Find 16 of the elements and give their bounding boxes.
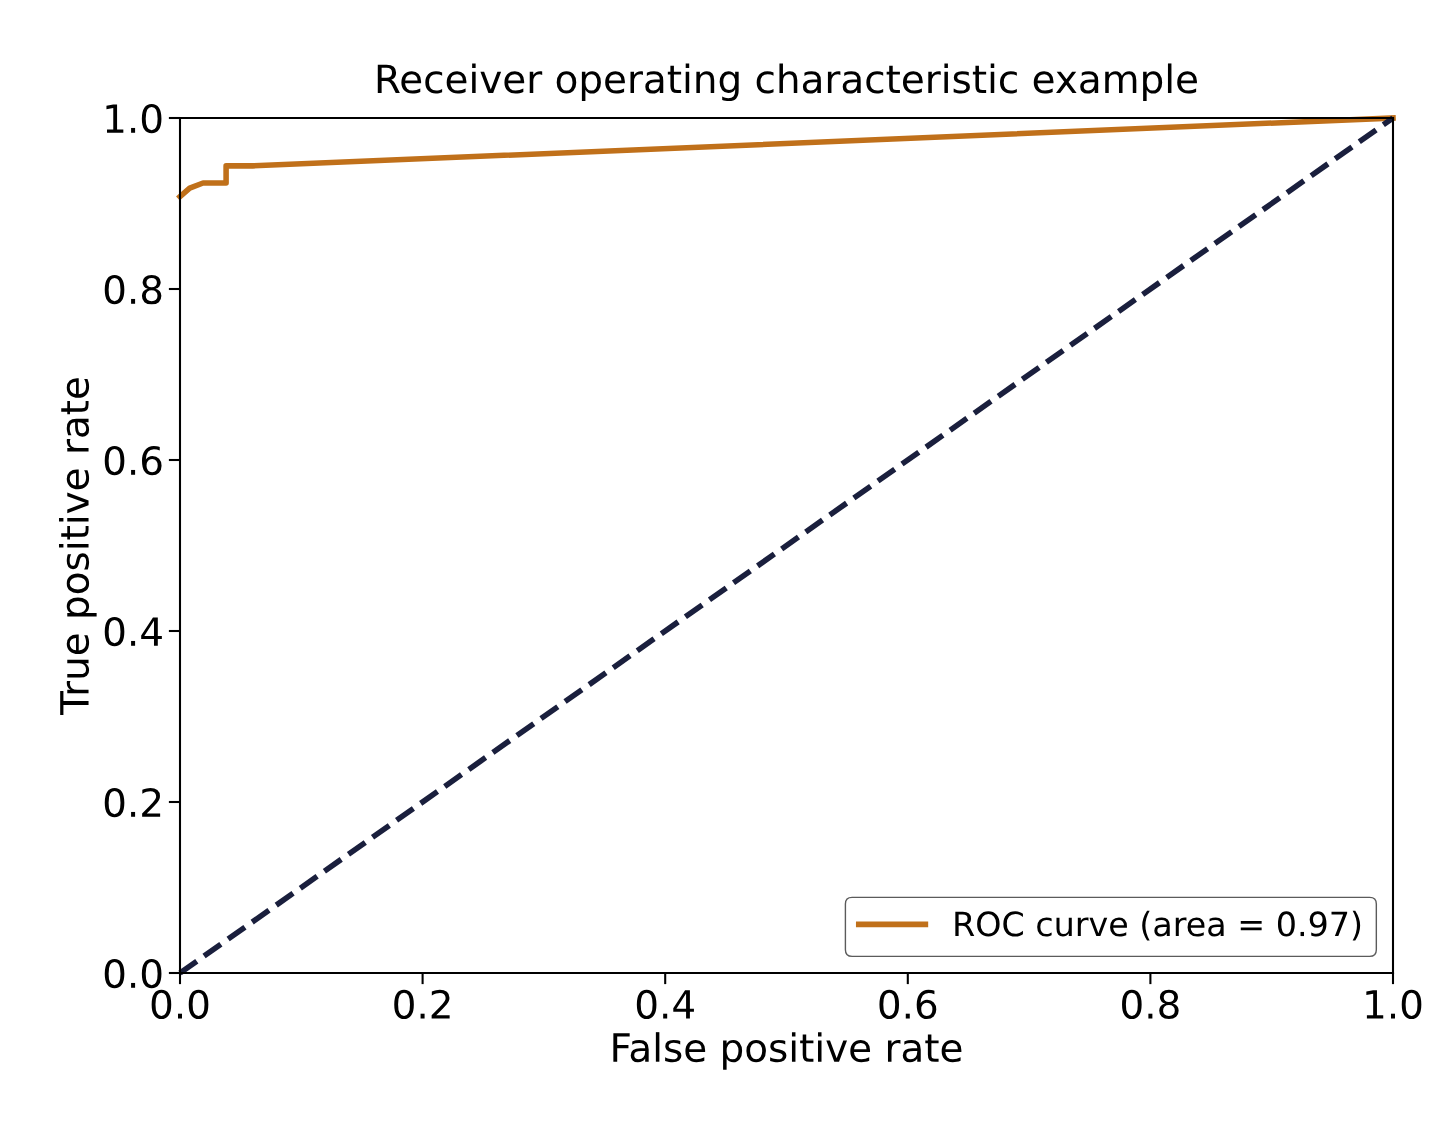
x-tick-label: 0.4	[636, 989, 694, 1020]
y-tick-label: 0.8	[104, 274, 162, 305]
y-tick-label: 0.0	[104, 958, 162, 989]
x-axis-title: False positive rate	[613, 1032, 962, 1070]
x-tick-label: 0.2	[394, 989, 450, 1020]
y-tick-label: 0.4	[104, 616, 162, 647]
legend-label: ROC curve (area = 0.97)	[955, 910, 1361, 941]
x-tick-label: 0.6	[879, 989, 937, 1020]
y-tick-label: 0.6	[104, 445, 162, 476]
x-tick-label: 0.8	[1122, 989, 1179, 1020]
chart-title: Receiver operating characteristic example	[377, 63, 1197, 102]
y-tick-label: 0.2	[104, 787, 161, 818]
y-axis-title: True positive rate	[58, 378, 97, 716]
x-tick-label: 1.0	[1366, 989, 1422, 1020]
x-tick-label: 0.0	[151, 989, 209, 1020]
y-tick-label: 1.0	[106, 103, 162, 134]
